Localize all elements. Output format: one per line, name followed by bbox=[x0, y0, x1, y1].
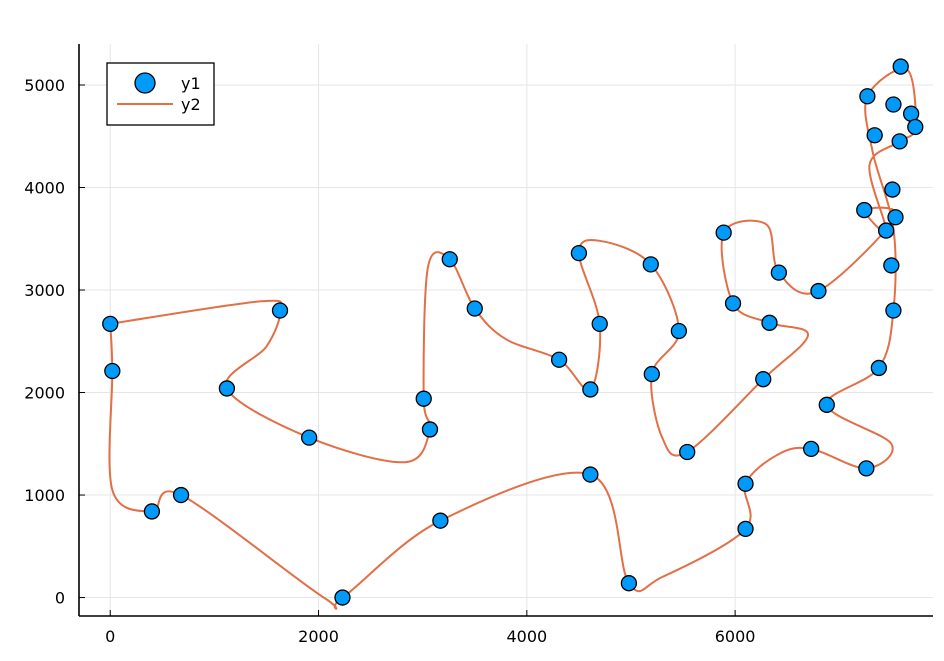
data-point-y1 bbox=[104, 362, 121, 380]
data-point-y1 bbox=[421, 421, 439, 438]
x-tick-label: 4000 bbox=[506, 627, 547, 646]
y-tick-label: 3000 bbox=[24, 281, 65, 300]
data-point-y1 bbox=[737, 520, 754, 538]
data-point-y1 bbox=[870, 359, 887, 377]
data-point-y1 bbox=[679, 443, 696, 461]
data-point-y1 bbox=[550, 351, 568, 368]
y-tick-label: 5000 bbox=[24, 76, 65, 95]
data-point-y1 bbox=[643, 365, 660, 383]
data-point-y1 bbox=[172, 486, 190, 504]
series-y1 bbox=[102, 58, 924, 606]
data-point-y1 bbox=[582, 381, 599, 398]
data-point-y1 bbox=[885, 302, 902, 319]
data-point-y1 bbox=[582, 466, 599, 483]
data-point-y1 bbox=[818, 396, 835, 413]
data-point-y1 bbox=[858, 460, 875, 477]
data-point-y1 bbox=[432, 512, 449, 529]
x-tick-label: 6000 bbox=[715, 627, 756, 646]
data-point-y1 bbox=[415, 390, 432, 407]
data-point-y1 bbox=[143, 503, 161, 520]
data-point-y1 bbox=[802, 440, 820, 458]
data-point-y1 bbox=[887, 209, 904, 226]
data-point-y1 bbox=[761, 314, 778, 331]
data-point-y1 bbox=[883, 257, 900, 274]
data-point-y1 bbox=[570, 244, 588, 262]
x-tick-label: 2000 bbox=[298, 627, 339, 646]
data-point-y1 bbox=[885, 96, 902, 113]
data-point-y1 bbox=[856, 201, 873, 219]
y-tick-label: 2000 bbox=[24, 384, 65, 403]
data-point-y1 bbox=[301, 429, 318, 446]
data-point-y1 bbox=[877, 222, 895, 239]
axes: 0 2000 4000 6000 0 1000 2000 3000 4000 5000 bbox=[24, 44, 933, 646]
y-tick-label: 0 bbox=[55, 589, 65, 608]
data-point-y1 bbox=[642, 256, 659, 273]
data-point-y1 bbox=[770, 264, 788, 281]
series-y2 bbox=[108, 67, 917, 610]
data-point-y1 bbox=[102, 315, 119, 332]
data-point-y1 bbox=[441, 251, 458, 268]
legend-label-y1: y1 bbox=[181, 74, 201, 93]
series-line-y2 bbox=[108, 67, 917, 610]
data-point-y1 bbox=[737, 475, 754, 492]
data-point-y1 bbox=[591, 315, 608, 332]
y-tick-label: 1000 bbox=[24, 486, 65, 505]
data-point-y1 bbox=[755, 371, 772, 388]
data-point-y1 bbox=[866, 127, 883, 144]
data-point-y1 bbox=[891, 133, 908, 150]
data-point-y1 bbox=[715, 224, 732, 241]
data-point-y1 bbox=[884, 181, 901, 198]
legend-box bbox=[106, 62, 215, 126]
data-point-y1 bbox=[466, 300, 483, 317]
x-tick-label: 0 bbox=[105, 627, 115, 646]
y-tick-label: 4000 bbox=[24, 179, 65, 198]
data-point-y1 bbox=[271, 302, 289, 319]
data-point-y1 bbox=[859, 88, 876, 105]
data-point-y1 bbox=[620, 575, 638, 592]
data-point-y1 bbox=[218, 380, 236, 397]
data-point-y1 bbox=[892, 58, 909, 75]
legend-label-y2: y2 bbox=[181, 95, 201, 114]
data-point-y1 bbox=[907, 118, 924, 136]
data-point-y1 bbox=[724, 295, 742, 312]
data-point-y1 bbox=[334, 589, 351, 606]
legend-marker-y1 bbox=[134, 72, 156, 94]
data-point-y1 bbox=[670, 322, 688, 340]
data-point-y1 bbox=[810, 282, 827, 300]
